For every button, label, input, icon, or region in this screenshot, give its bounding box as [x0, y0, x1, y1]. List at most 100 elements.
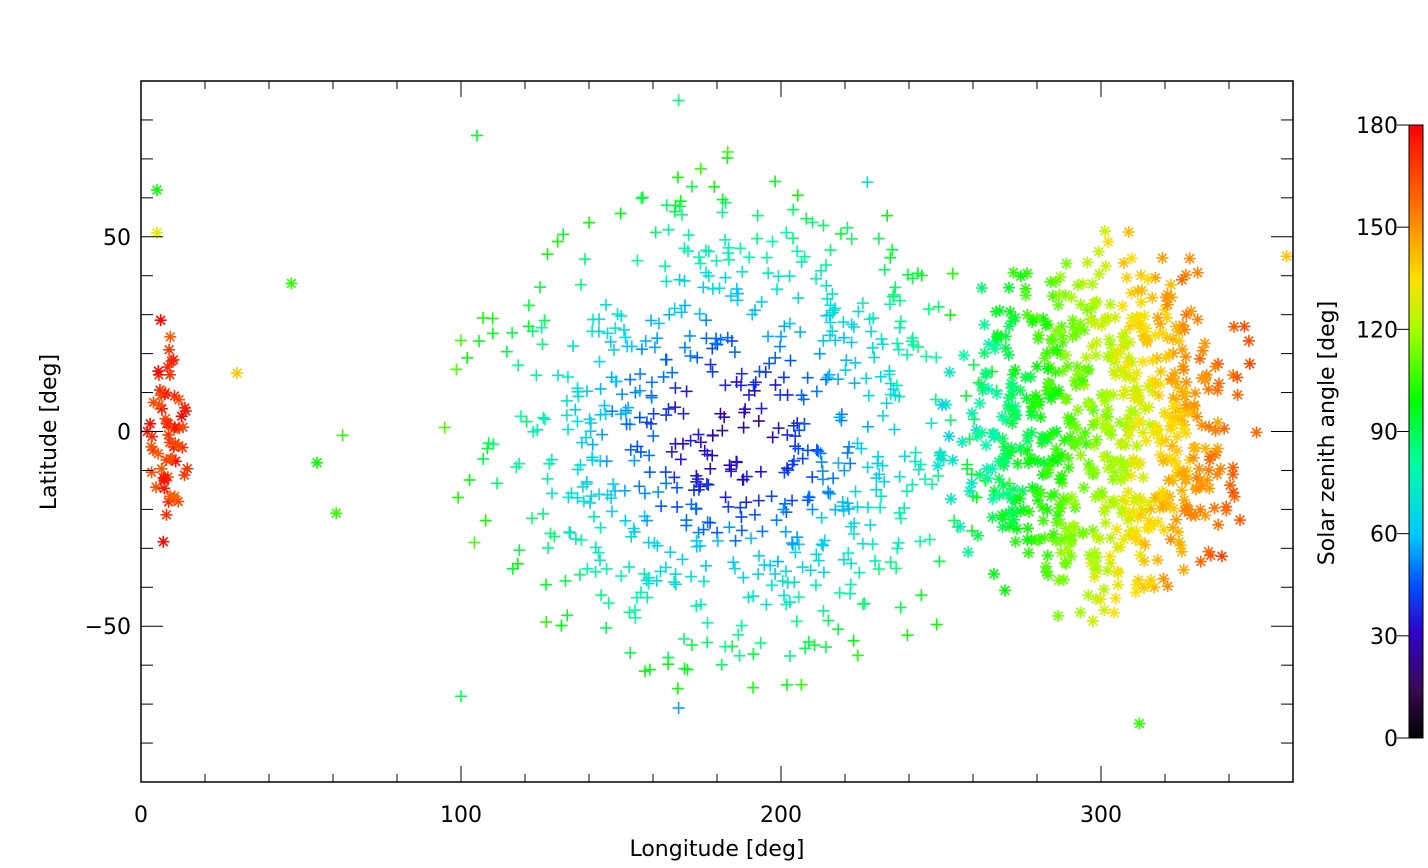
data-point [778, 466, 791, 479]
colorbar-tick-label: 60 [1370, 523, 1398, 548]
data-point [772, 270, 785, 283]
data-point [1190, 471, 1203, 484]
data-point [1144, 502, 1157, 515]
colorbar-tick-label: 0 [1384, 727, 1398, 752]
data-point [601, 327, 614, 340]
data-point [622, 401, 635, 414]
data-point [1042, 568, 1055, 581]
data-point [623, 606, 636, 619]
data-point [832, 623, 845, 636]
data-point [809, 579, 822, 592]
data-point [801, 494, 814, 507]
data-point [596, 428, 609, 441]
data-point [567, 340, 580, 353]
data-point [728, 562, 741, 575]
data-point [1177, 563, 1190, 576]
colorbar-tick-label: 120 [1356, 318, 1398, 343]
data-point [706, 365, 719, 378]
data-point [1014, 270, 1027, 283]
data-point [719, 271, 732, 284]
data-point [660, 199, 673, 212]
data-point [231, 367, 243, 380]
data-point [176, 421, 189, 434]
data-point [844, 578, 857, 591]
data-point [795, 256, 808, 269]
data-point [1019, 282, 1032, 295]
data-point [168, 389, 181, 402]
data-point [1119, 495, 1132, 508]
data-point [685, 498, 698, 511]
data-point [1085, 302, 1098, 315]
data-point [692, 428, 705, 441]
data-point [662, 402, 675, 415]
data-point [594, 382, 607, 395]
data-point [530, 369, 543, 382]
data-point [1142, 578, 1155, 591]
data-point [789, 546, 802, 559]
data-point [1104, 532, 1117, 545]
data-point [684, 434, 697, 447]
data-point [1082, 457, 1095, 470]
data-point [1009, 363, 1022, 376]
data-point [593, 313, 606, 326]
data-point [147, 396, 160, 409]
data-point [651, 539, 664, 552]
data-point [450, 363, 463, 376]
data-point [660, 275, 673, 288]
data-point [671, 171, 684, 184]
data-point [816, 473, 829, 486]
data-point [1071, 279, 1084, 292]
data-point [592, 546, 605, 559]
data-point [1087, 418, 1100, 431]
data-point [1123, 336, 1136, 349]
data-point [564, 526, 577, 539]
data-point [841, 221, 854, 234]
data-point [758, 559, 771, 572]
data-point [1139, 538, 1152, 551]
data-point [861, 420, 874, 433]
data-point [704, 516, 717, 529]
data-point [829, 334, 842, 347]
data-point [872, 563, 885, 576]
data-point [618, 323, 631, 336]
data-point [600, 562, 613, 575]
data-point [878, 475, 891, 488]
data-point [1005, 492, 1018, 505]
data-point [701, 616, 714, 629]
data-point [943, 366, 956, 379]
data-point [1176, 385, 1189, 398]
data-point [160, 508, 173, 521]
colorbar-tick-label: 180 [1356, 114, 1398, 139]
data-point [624, 646, 637, 659]
data-point [668, 576, 681, 589]
data-point [889, 389, 902, 402]
data-point [735, 524, 748, 537]
data-point [1134, 494, 1147, 507]
data-point [1134, 269, 1147, 282]
data-point [875, 333, 888, 346]
data-point [1177, 363, 1190, 376]
data-point [1143, 418, 1156, 431]
data-point [145, 430, 158, 443]
data-point [452, 491, 465, 504]
data-point [710, 254, 723, 267]
data-point [837, 316, 850, 329]
data-point [1070, 379, 1083, 392]
data-point [837, 553, 850, 566]
data-point [920, 350, 933, 363]
data-point [1062, 452, 1075, 465]
data-point [336, 429, 349, 442]
data-point [648, 341, 661, 354]
data-point [678, 242, 691, 255]
data-point [711, 534, 724, 547]
data-point [740, 496, 753, 509]
data-point [1036, 501, 1049, 514]
data-point [749, 376, 762, 389]
data-point [1198, 337, 1211, 350]
data-point [826, 288, 839, 301]
data-point [160, 453, 173, 466]
data-point [662, 658, 675, 671]
data-point [1129, 586, 1142, 599]
data-point [801, 371, 814, 384]
data-point [893, 321, 906, 334]
